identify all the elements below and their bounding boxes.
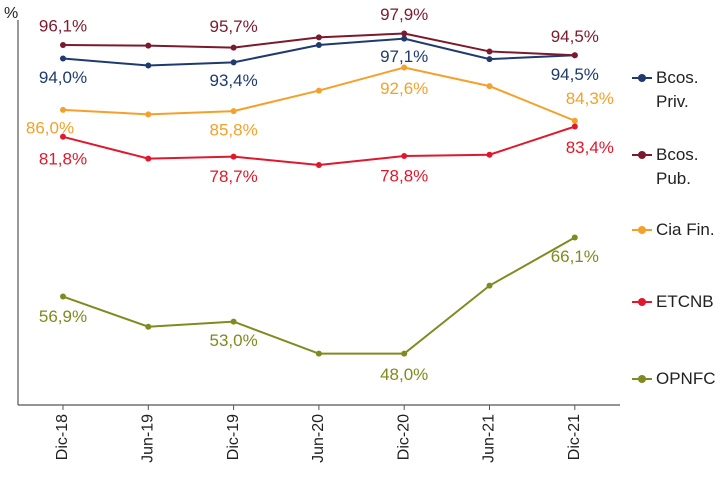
point bbox=[401, 35, 408, 42]
legend-label: ETCNB bbox=[656, 292, 714, 311]
data-label: 56,9% bbox=[39, 307, 87, 326]
legend-label: Bcos. Pub. bbox=[656, 145, 699, 188]
data-label: 85,8% bbox=[209, 121, 257, 140]
point bbox=[571, 234, 578, 241]
point bbox=[571, 52, 578, 59]
point bbox=[571, 123, 578, 130]
data-label: 97,1% bbox=[380, 47, 428, 66]
point bbox=[230, 108, 237, 115]
data-label: 94,5% bbox=[551, 27, 599, 46]
point bbox=[145, 62, 152, 69]
point bbox=[315, 87, 322, 94]
data-label: 92,6% bbox=[380, 79, 428, 98]
point bbox=[60, 106, 66, 113]
point bbox=[145, 42, 152, 49]
point bbox=[145, 323, 152, 330]
legend-label: Cia Fin. bbox=[656, 220, 715, 239]
data-label: 93,4% bbox=[209, 71, 257, 90]
x-tick-label: Jun-20 bbox=[310, 414, 327, 463]
x-tick-label: Dic-18 bbox=[54, 414, 71, 460]
point bbox=[230, 318, 237, 325]
legend-key bbox=[632, 66, 652, 90]
data-label: 84,3% bbox=[566, 89, 614, 108]
point bbox=[401, 30, 408, 37]
y-axis-label: % bbox=[4, 5, 18, 22]
legend-key bbox=[632, 367, 652, 391]
point bbox=[315, 162, 322, 169]
point bbox=[60, 55, 66, 62]
legend-label: OPNFC bbox=[656, 369, 716, 388]
x-tick-label: Dic-19 bbox=[225, 414, 242, 460]
point bbox=[230, 153, 237, 160]
point bbox=[486, 151, 493, 158]
data-label: 94,5% bbox=[551, 65, 599, 84]
x-tick-label: Jun-19 bbox=[140, 414, 157, 463]
point bbox=[230, 59, 237, 66]
data-label: 66,1% bbox=[551, 247, 599, 266]
series-line bbox=[62, 236, 576, 355]
point bbox=[60, 133, 66, 140]
point bbox=[486, 48, 493, 55]
legend-item: ETCNB bbox=[632, 290, 718, 314]
point bbox=[145, 155, 152, 162]
point bbox=[60, 42, 66, 49]
data-label: 48,0% bbox=[380, 365, 428, 384]
data-label: 96,1% bbox=[39, 17, 87, 36]
point bbox=[486, 83, 493, 90]
series-line bbox=[62, 66, 576, 122]
legend-key bbox=[632, 218, 652, 242]
point bbox=[315, 350, 322, 357]
data-label: 97,9% bbox=[380, 5, 428, 24]
legend-key bbox=[632, 290, 652, 314]
x-tick-label: Dic-20 bbox=[395, 414, 412, 460]
series-line bbox=[62, 125, 576, 167]
data-label: 94,0% bbox=[39, 68, 87, 87]
point bbox=[145, 111, 152, 118]
data-label: 95,7% bbox=[209, 17, 257, 36]
point bbox=[401, 153, 408, 160]
data-label: 81,8% bbox=[39, 149, 87, 168]
point bbox=[571, 117, 578, 124]
data-label: 53,0% bbox=[209, 331, 257, 350]
point bbox=[230, 44, 237, 51]
x-tick-label: Dic-21 bbox=[566, 414, 583, 460]
point bbox=[401, 350, 408, 357]
x-tick-label: Jun-21 bbox=[481, 414, 498, 463]
data-label: 78,7% bbox=[209, 167, 257, 186]
point bbox=[401, 64, 408, 71]
legend-item: Bcos. Priv. bbox=[632, 66, 718, 114]
legend-item: Bcos. Pub. bbox=[632, 143, 718, 191]
legend-item: OPNFC bbox=[632, 367, 718, 391]
point bbox=[315, 42, 322, 49]
legend-label: Bcos. Priv. bbox=[656, 68, 699, 111]
legend-key bbox=[632, 143, 652, 167]
data-label: 78,8% bbox=[380, 167, 428, 186]
point bbox=[486, 56, 493, 63]
point bbox=[315, 34, 322, 41]
legend-item: Cia Fin. bbox=[632, 218, 718, 242]
data-label: 83,4% bbox=[566, 138, 614, 157]
point bbox=[486, 282, 493, 289]
point bbox=[60, 293, 66, 300]
data-label: 86,0% bbox=[26, 118, 74, 137]
